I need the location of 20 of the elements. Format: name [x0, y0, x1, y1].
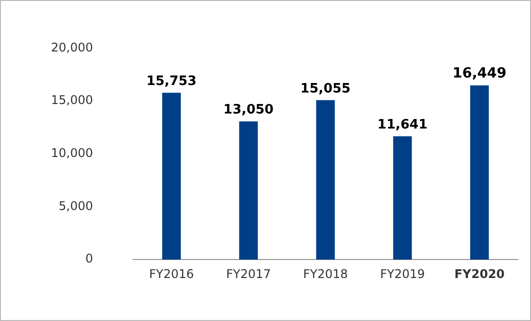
y-tick-label: 10,000 [50, 146, 93, 160]
bar [470, 85, 489, 260]
data-label: 15,753 [146, 74, 197, 89]
y-tick-label: 20,000 [50, 40, 93, 54]
y-tick-label: 0 [85, 252, 93, 266]
data-label: 15,055 [300, 81, 351, 96]
data-label: 13,050 [223, 102, 274, 118]
bar [316, 100, 335, 260]
data-label: 16,449 [452, 65, 507, 82]
x-tick-label: FY2016 [149, 266, 194, 281]
x-tick-label: FY2018 [303, 266, 348, 281]
data-label: 11,641 [377, 117, 428, 132]
bar [239, 121, 258, 260]
x-tick-label: FY2020 [454, 266, 505, 281]
y-tick-label: 5,000 [58, 198, 93, 213]
x-tick-label: FY2017 [226, 266, 271, 281]
bar [393, 136, 412, 260]
bar [162, 92, 181, 260]
x-tick-label: FY2019 [380, 266, 425, 281]
y-tick-label: 15,000 [50, 93, 93, 108]
